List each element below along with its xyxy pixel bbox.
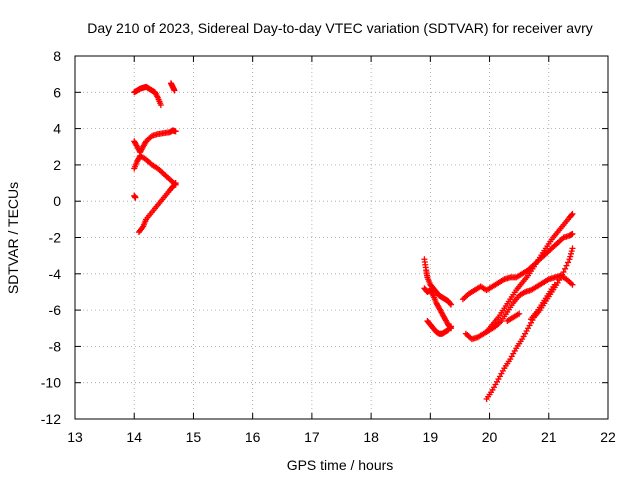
data-point [448,323,455,330]
x-tick-label: 15 [186,429,202,445]
data-point [563,262,570,269]
y-tick-label: 8 [53,48,61,64]
series-arc15 [504,310,523,324]
series-arc2 [167,80,178,94]
y-tick-label: 2 [53,157,61,173]
series-arc5 [131,192,139,201]
data-point [566,256,573,263]
y-axis-label: SDTVAR / TECUs [5,182,21,294]
data-point [567,253,574,260]
axis-ticks [74,55,609,420]
series-arc1 [131,83,164,109]
series-arc3 [131,127,179,156]
data-point [172,128,179,135]
y-tick-label: -2 [49,230,62,246]
data-point [569,245,576,252]
data-point [551,281,558,288]
data-point [565,259,572,266]
y-tick-label: -6 [49,302,62,318]
y-tick-label: 6 [53,84,61,100]
data-point [567,250,574,257]
x-tick-label: 21 [541,429,557,445]
data-point [132,194,139,201]
x-tick-label: 13 [67,429,83,445]
y-tick-label: -4 [49,266,62,282]
y-tick-label: -8 [49,338,62,354]
data-point [171,87,178,94]
data-point [569,230,576,237]
data-point [172,180,179,187]
data-point [569,281,576,288]
series-arc14 [528,281,558,323]
data-point [569,210,576,217]
data-point [171,180,178,187]
x-tick-label: 19 [423,429,439,445]
x-tick-labels: 13 14 15 16 17 18 19 20 21 22 [67,429,616,445]
x-axis-label: GPS time / hours [287,457,394,473]
series-arc12 [483,210,576,335]
series-arc9 [424,317,455,337]
y-tick-label: -12 [41,411,61,427]
data-point [447,300,454,307]
x-tick-label: 20 [482,429,498,445]
y-tick-label: -10 [41,375,61,391]
data-point [157,102,164,109]
y-tick-label: 0 [53,193,61,209]
data-point [568,211,575,218]
data-point [447,324,454,331]
data-point [516,310,523,317]
data-point [560,268,567,275]
data-point [568,248,575,255]
y-tick-labels: -12 -10 -8 -6 -4 -2 0 2 4 6 8 [41,48,61,427]
data-point [562,265,569,272]
series-arc6 [135,180,179,236]
y-tick-label: 4 [53,121,61,137]
series-arc7 [421,256,455,308]
data-point [448,301,455,308]
x-tick-label: 17 [304,429,320,445]
chart-title: Day 210 of 2023, Sidereal Day-to-day VTE… [87,20,593,36]
data-points [131,80,576,403]
x-tick-label: 18 [363,429,379,445]
x-tick-label: 22 [600,429,616,445]
x-tick-label: 16 [245,429,261,445]
x-tick-label: 14 [126,429,142,445]
